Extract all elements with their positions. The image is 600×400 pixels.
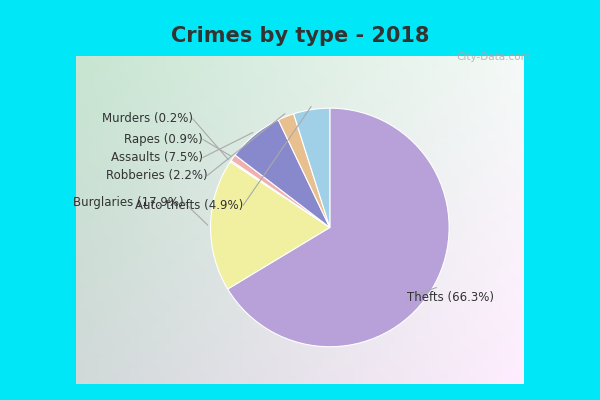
Text: Burglaries (17.9%): Burglaries (17.9%) xyxy=(73,196,184,209)
Text: Assaults (7.5%): Assaults (7.5%) xyxy=(111,151,203,164)
Text: Crimes by type - 2018: Crimes by type - 2018 xyxy=(171,26,429,46)
Text: Robberies (2.2%): Robberies (2.2%) xyxy=(106,169,208,182)
Wedge shape xyxy=(227,108,449,347)
Wedge shape xyxy=(211,162,330,289)
Text: Thefts (66.3%): Thefts (66.3%) xyxy=(407,291,494,304)
Text: Rapes (0.9%): Rapes (0.9%) xyxy=(124,133,203,146)
Wedge shape xyxy=(235,120,330,228)
Text: City-Data.com: City-Data.com xyxy=(456,52,531,62)
Wedge shape xyxy=(231,155,330,228)
Wedge shape xyxy=(278,114,330,228)
Text: Auto thefts (4.9%): Auto thefts (4.9%) xyxy=(135,198,244,212)
Text: Murders (0.2%): Murders (0.2%) xyxy=(101,112,193,125)
Wedge shape xyxy=(230,160,330,228)
Wedge shape xyxy=(293,108,330,228)
